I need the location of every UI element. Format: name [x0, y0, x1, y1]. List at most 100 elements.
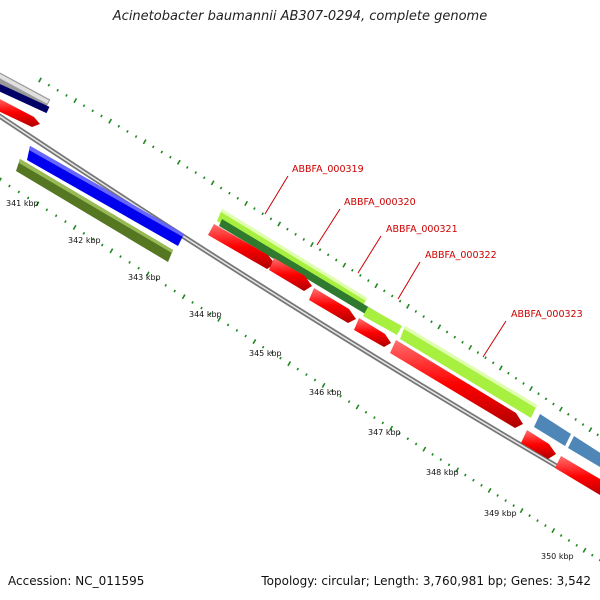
gene-ABBFA_000323[interactable]	[400, 326, 537, 418]
outer-tick	[367, 279, 370, 283]
feature-steel-blue-2[interactable]	[568, 436, 600, 470]
gene-labels: ABBFA_000319 ABBFA_000320 ABBFA_000321 ABBF…	[264, 164, 583, 358]
inner-tick	[244, 334, 247, 338]
outer-tick	[422, 315, 425, 319]
inner-tick	[109, 248, 114, 254]
inner-tick	[544, 524, 547, 528]
outer-tick	[186, 165, 189, 169]
inner-tick	[82, 231, 86, 235]
feature-red-left[interactable]	[0, 97, 40, 127]
outer-tick	[210, 180, 215, 186]
inner-tick	[54, 214, 58, 218]
gene-label[interactable]: ABBFA_000320	[344, 197, 416, 208]
outer-tick	[277, 221, 282, 227]
outer-tick	[351, 268, 354, 272]
outer-tick	[108, 118, 113, 124]
genome-backbone	[0, 113, 600, 495]
inner-tick	[164, 283, 168, 287]
inner-tick	[270, 351, 274, 355]
tick-label: 341 kbp	[6, 199, 39, 208]
outer-tick	[47, 83, 51, 87]
inner-tick	[472, 478, 475, 482]
inner-tick	[119, 255, 122, 259]
tick-label: 342 kbp	[68, 236, 101, 245]
feature-blue[interactable]	[27, 146, 184, 246]
gene-label[interactable]: ABBFA_000323	[511, 309, 583, 320]
inner-tick	[35, 201, 40, 207]
inner-tick	[226, 323, 230, 327]
gene-leader-line	[397, 261, 421, 300]
feature-olive[interactable]	[16, 159, 173, 262]
outer-tick	[253, 207, 256, 211]
inner-tick	[261, 345, 265, 349]
inner-tick	[406, 437, 410, 441]
accession-text: Accession: NC_011595	[8, 574, 145, 588]
feature-steel-blue-1[interactable]	[534, 414, 571, 446]
outer-tick	[309, 242, 314, 248]
outer-tick	[468, 344, 473, 350]
inner-tick	[339, 394, 342, 398]
inner-tick	[455, 467, 460, 473]
inner-tick	[398, 432, 401, 435]
inner-tick	[252, 339, 257, 345]
inner-tick	[100, 243, 104, 247]
inner-tick	[519, 508, 524, 514]
inner-tick	[17, 190, 21, 194]
outer-tick	[398, 299, 402, 303]
outer-tick	[169, 155, 172, 159]
outer-tick	[73, 98, 78, 104]
inner-tick	[381, 421, 385, 425]
outer-tick	[261, 212, 264, 216]
outer-tick	[91, 109, 95, 113]
gene-leader-line	[264, 175, 289, 215]
inner-tick	[217, 316, 222, 322]
inner-tick	[496, 494, 499, 497]
tick-label: 349 kbp	[484, 509, 517, 518]
inner-tick	[480, 483, 483, 487]
inner-tick	[64, 220, 67, 224]
inner-tick	[536, 519, 539, 523]
gene-leader-line	[357, 235, 382, 274]
gene-ABBFA_000320[interactable]	[219, 219, 400, 333]
outer-tick	[142, 139, 147, 145]
gene-label[interactable]: ABBFA_000322	[425, 250, 497, 261]
outer-tick	[514, 376, 518, 380]
outer-tick	[302, 237, 306, 241]
inner-tick	[528, 514, 531, 518]
gene-leader-line	[316, 208, 341, 246]
inner-tick	[567, 539, 571, 542]
outer-tick	[219, 186, 223, 190]
gene-label[interactable]: ABBFA_000321	[386, 224, 458, 235]
inner-tick	[414, 442, 418, 446]
inner-tick	[181, 294, 186, 300]
tick-label: 348 kbp	[426, 468, 459, 477]
outer-tick	[126, 129, 129, 133]
genome-summary: Topology: circular; Length: 3,760,981 bp…	[261, 574, 591, 588]
outer-tick	[334, 258, 338, 262]
inner-tick	[512, 504, 515, 508]
inner-tick	[575, 543, 579, 547]
outer-tick	[522, 381, 525, 385]
outer-tick	[65, 93, 68, 97]
inner-tick	[279, 356, 282, 360]
tick-label: 350 kbp	[541, 552, 574, 561]
gene-label[interactable]: ABBFA_000319	[292, 164, 364, 175]
outer-tick	[437, 324, 442, 330]
inner-tick	[355, 404, 360, 410]
feature-grey[interactable]	[0, 72, 51, 109]
cds-row[interactable]	[208, 224, 600, 498]
outer-tick	[38, 77, 42, 83]
inner-tick	[551, 527, 556, 534]
gene-ABBFA_000321[interactable]	[363, 307, 402, 335]
outer-tick	[566, 412, 570, 416]
inner-tick	[26, 196, 30, 200]
outer-tick	[544, 397, 548, 401]
inner-tick	[373, 416, 376, 420]
feature-navy[interactable]	[0, 83, 50, 114]
inner-tick	[191, 300, 194, 304]
inner-tick	[330, 389, 334, 393]
outer-tick	[294, 232, 297, 236]
outer-tick	[596, 433, 599, 437]
inner-tick	[72, 224, 77, 231]
